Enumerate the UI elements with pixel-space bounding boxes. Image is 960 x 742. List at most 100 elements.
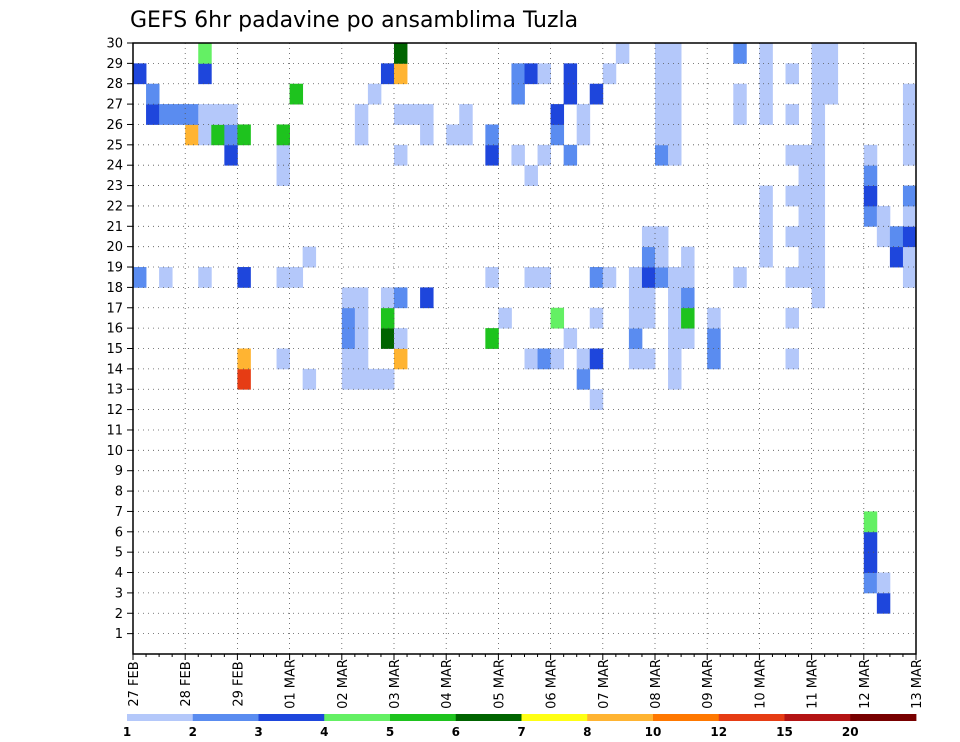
x-tick-label: 09 MAR [701, 659, 716, 709]
heatmap-cell [394, 63, 408, 85]
heatmap-cell [198, 267, 212, 288]
heatmap-cell [341, 328, 356, 349]
heatmap-cell [563, 144, 578, 166]
heatmap-cell [876, 592, 891, 614]
heatmap-cell [811, 205, 826, 227]
heatmap-cell [707, 307, 721, 329]
heatmap-cell [589, 307, 604, 329]
heatmap-cell [628, 328, 643, 349]
heatmap-cell [668, 307, 682, 329]
heatmap-cell [276, 165, 290, 186]
heatmap-cell [524, 267, 538, 288]
x-tick-label: 04 MAR [440, 659, 455, 709]
y-tick-label: 21 [106, 220, 123, 235]
heatmap-cell [341, 307, 356, 329]
x-tick-label: 02 MAR [336, 659, 351, 709]
heatmap-cell [641, 348, 656, 370]
heatmap-cell [902, 226, 917, 248]
y-tick-label: 14 [106, 362, 123, 377]
heatmap-cell [185, 104, 199, 125]
heatmap-cell [550, 124, 565, 146]
heatmap-cell [655, 226, 669, 248]
heatmap-cell [589, 83, 604, 105]
heatmap-cell [655, 43, 669, 64]
y-tick-label: 22 [106, 199, 123, 214]
heatmap-cell [576, 124, 591, 146]
legend-swatch [718, 714, 785, 721]
heatmap-cell [889, 226, 904, 248]
heatmap-cell [759, 226, 773, 248]
heatmap-cell [798, 205, 812, 227]
heatmap-cell [641, 267, 656, 288]
heatmap-cell [876, 226, 891, 248]
legend-label: 12 [710, 725, 727, 739]
heatmap-cell [824, 63, 839, 85]
chart-title: GEFS 6hr padavine po ansamblima Tuzla [130, 8, 578, 33]
heatmap-cell [511, 83, 525, 105]
heatmap-cell [641, 287, 656, 309]
heatmap-cell [902, 104, 917, 125]
heatmap-cell [576, 104, 591, 125]
heatmap-cell [811, 83, 826, 105]
heatmap-cell [420, 287, 434, 309]
heatmap-cell [785, 63, 799, 85]
heatmap-cell [785, 226, 799, 248]
heatmap-cell [655, 63, 669, 85]
legend-label: 3 [254, 725, 262, 739]
heatmap-cell [380, 307, 395, 329]
heatmap-cell [446, 124, 460, 146]
heatmap-cell [811, 267, 826, 288]
x-tick-label: 13 MAR [910, 659, 925, 709]
heatmap-cell [785, 348, 799, 370]
heatmap-cell [133, 267, 147, 288]
heatmap-cell [380, 368, 395, 390]
legend-swatch [653, 714, 720, 721]
legend-swatch [390, 714, 457, 721]
heatmap-cell [668, 144, 682, 166]
heatmap-cell [146, 83, 160, 105]
x-tick-label: 12 MAR [858, 659, 873, 709]
gridlines [133, 43, 917, 654]
heatmap-cell [902, 185, 917, 207]
heatmap-cell [302, 246, 317, 268]
y-tick-label: 2 [115, 607, 123, 622]
heatmap-cell [537, 348, 551, 370]
heatmap-cell [733, 43, 747, 64]
heatmap-cell [276, 267, 290, 288]
heatmap-cell [759, 43, 773, 64]
heatmap-cell [863, 572, 878, 594]
legend-swatch [784, 714, 851, 721]
heatmap-cell [681, 287, 695, 309]
heatmap-cell [563, 63, 578, 85]
heatmap-cell [655, 83, 669, 105]
legend-swatch [324, 714, 391, 721]
heatmap-cell [459, 104, 473, 125]
x-tick-label: 03 MAR [388, 659, 403, 709]
heatmap-cell [811, 124, 826, 146]
legend-swatch [192, 714, 259, 721]
heatmap-cell [811, 104, 826, 125]
heatmap-cell [354, 328, 369, 349]
heatmap-cell [589, 389, 604, 410]
heatmap-cell [354, 287, 369, 309]
heatmap-cell [602, 267, 617, 288]
heatmap-cell [863, 144, 878, 166]
heatmap-cell [759, 63, 773, 85]
legend-label: 5 [386, 725, 394, 739]
legend-label: 7 [517, 725, 525, 739]
heatmap-cell [407, 104, 421, 125]
heatmap-cell [668, 43, 682, 64]
heatmap-cell [681, 328, 695, 349]
y-tick-label: 24 [106, 159, 123, 174]
heatmap-cell [876, 205, 891, 227]
heatmap-cell [785, 185, 799, 207]
y-tick-label: 11 [106, 423, 123, 438]
heatmap-cell [824, 83, 839, 105]
heatmap-cell [237, 267, 251, 288]
y-tick-label: 5 [115, 546, 123, 561]
heatmap-cell [341, 368, 356, 390]
heatmap-cell [524, 63, 538, 85]
heatmap-cell [811, 226, 826, 248]
x-tick-label: 29 FEB [231, 661, 246, 706]
heatmap-cell [902, 205, 917, 227]
